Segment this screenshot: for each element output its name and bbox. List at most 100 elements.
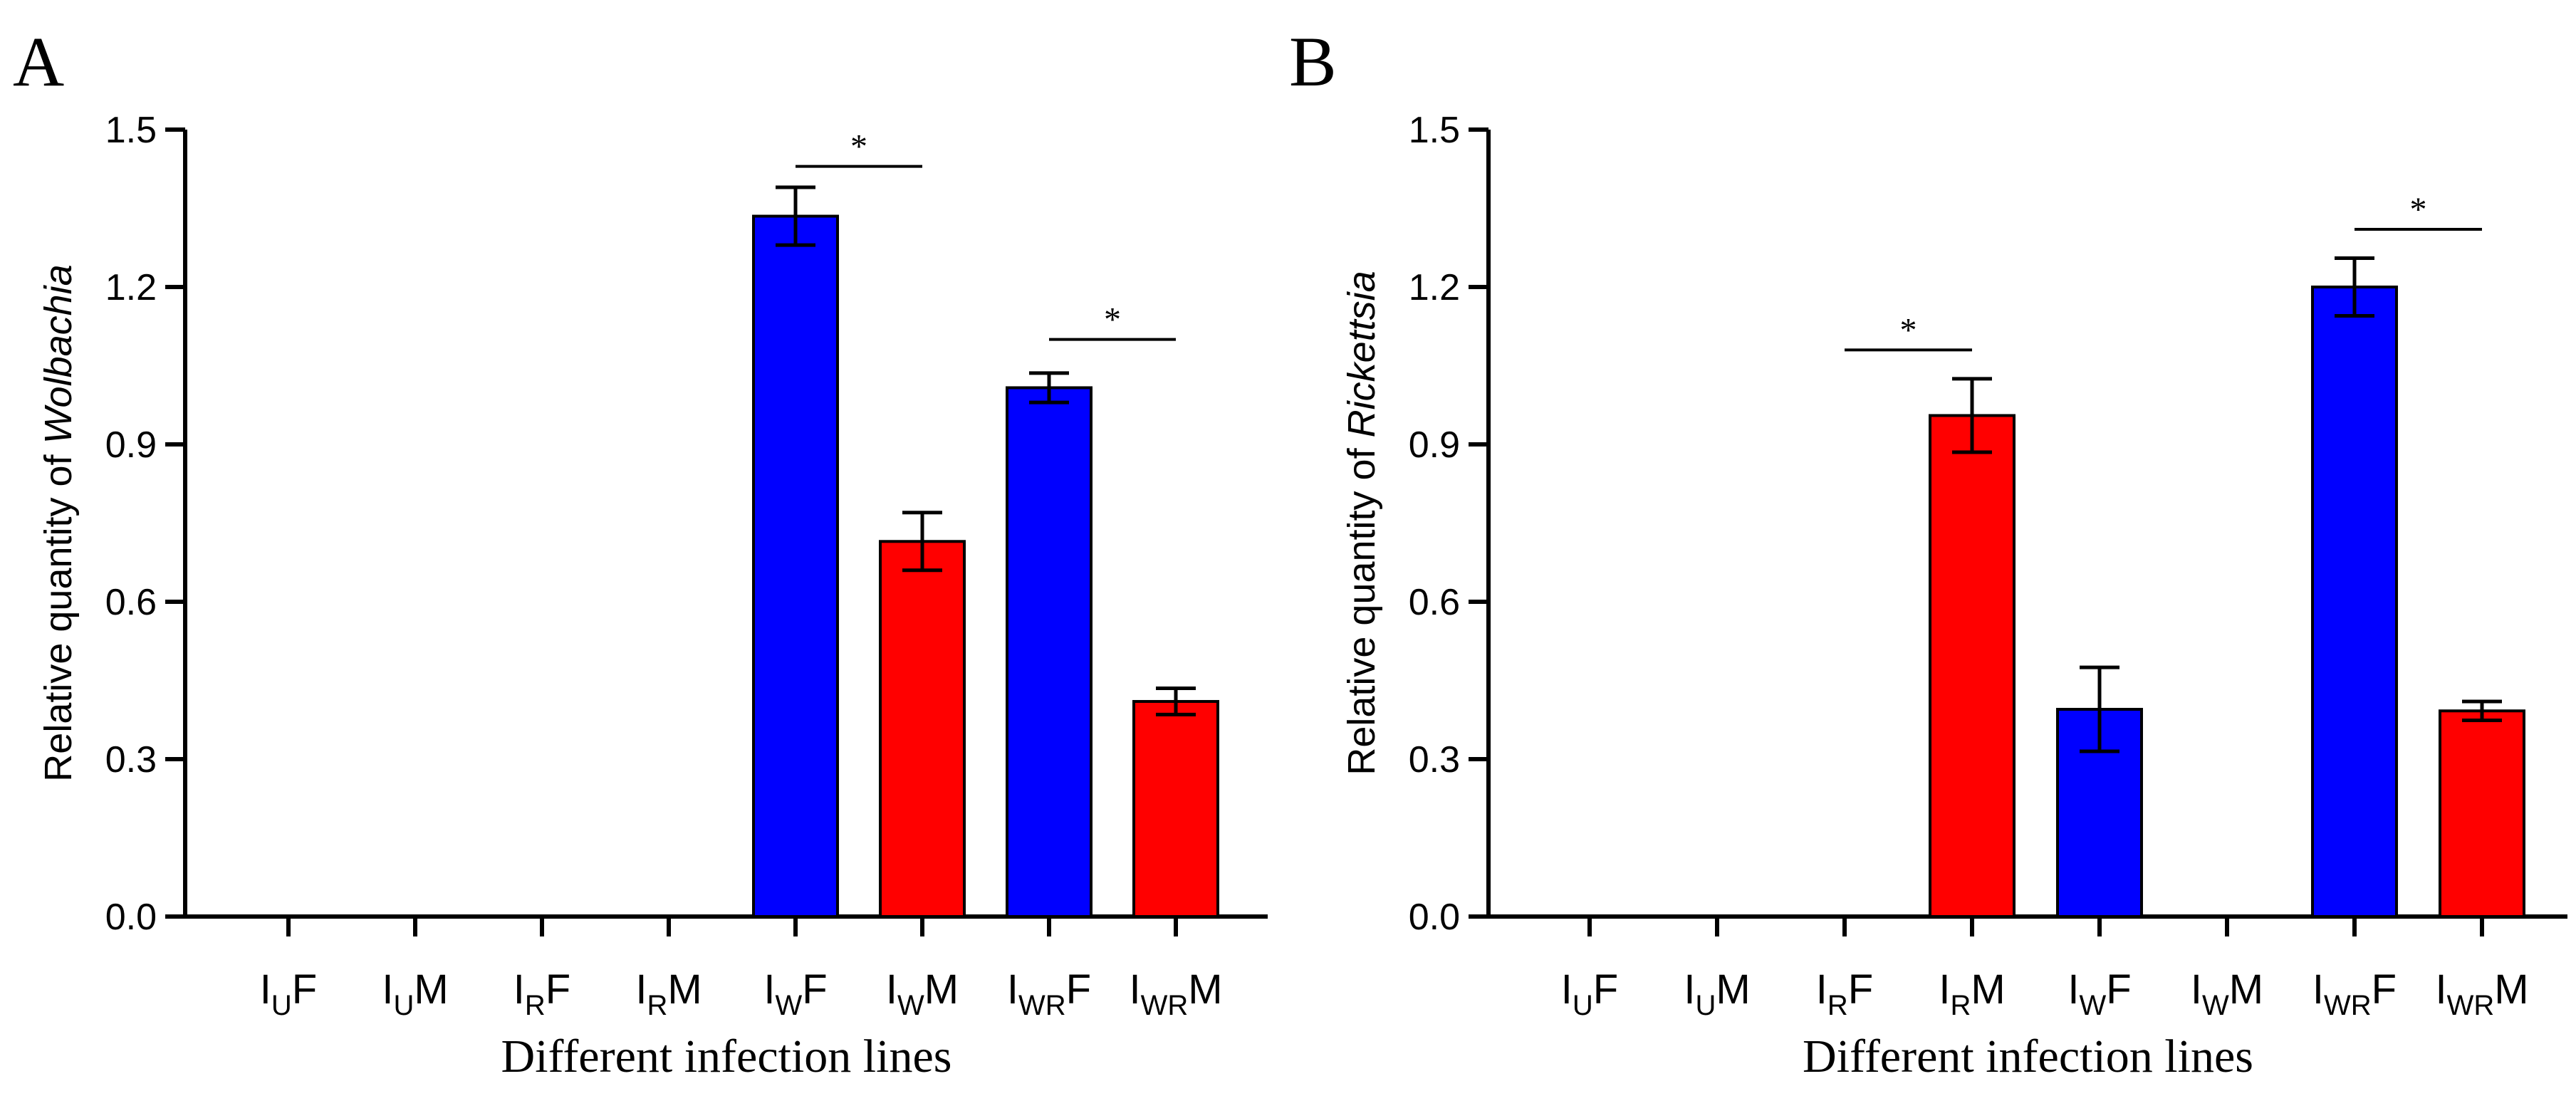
tick-base: I [382,966,393,1013]
bar [1929,414,2016,918]
tick-suffix: M [667,966,702,1013]
tick-subscript: W [2079,990,2106,1021]
tick-base: I [886,966,897,1013]
y-tick-label: 0.9 [105,424,157,466]
panel-label: A [13,22,64,101]
significance-star: * [1104,301,1121,339]
bar [879,540,966,918]
tick-subscript: WR [2324,990,2372,1021]
tick-base: I [763,966,775,1013]
tick-base: I [1129,966,1140,1013]
tick-suffix: M [1971,966,2005,1013]
x-tick-label: IWRM [1129,966,1222,1021]
tick-subscript: W [2202,990,2229,1021]
tick-suffix: M [2494,966,2528,1013]
tick-suffix: M [414,966,448,1013]
panel-label: B [1289,22,1337,101]
tick-subscript: U [271,990,292,1021]
tick-subscript: R [1950,990,1971,1021]
x-tick-label: IUM [1684,966,1750,1021]
bar [1132,699,1219,918]
tick-suffix: F [292,966,317,1013]
tick-suffix: F [546,966,570,1013]
tick-suffix: M [1188,966,1222,1013]
y-tick-label: 0.3 [105,739,157,781]
tick-base: I [260,966,271,1013]
x-tick-label: IWRF [2312,966,2397,1021]
tick-base: I [2435,966,2446,1013]
tick-base: I [1939,966,1950,1013]
tick-suffix: F [1066,966,1091,1013]
bar [752,214,839,918]
tick-subscript: U [393,990,414,1021]
tick-subscript: U [1573,990,1593,1021]
tick-subscript: R [1827,990,1848,1021]
tick-subscript: U [1695,990,1716,1021]
y-axis-title: Relative quantity of Rickettsia [1340,271,1383,775]
y-axis-title-prefix: Relative quantity of [1340,437,1383,775]
x-axis-title: Different infection lines [501,1030,952,1082]
tick-base: I [513,966,525,1013]
x-tick-label: IRM [1939,966,2005,1021]
tick-base: I [1007,966,1018,1013]
bar [1006,386,1093,918]
tick-suffix: F [1848,966,1873,1013]
tick-subscript: WR [2447,990,2495,1021]
x-tick-label: IWM [2191,966,2263,1021]
tick-suffix: M [924,966,959,1013]
tick-base: I [1561,966,1573,1013]
tick-base: I [2067,966,2079,1013]
bar [2311,286,2398,918]
x-tick-label: IWF [2067,966,2131,1021]
y-tick-label: 0.0 [105,897,157,938]
y-tick-label: 0.6 [105,582,157,623]
tick-suffix: F [1593,966,1618,1013]
x-tick-label: IWF [763,966,827,1021]
x-tick-label: IWRM [2435,966,2528,1021]
x-tick-label: IWRF [1007,966,1091,1021]
tick-base: I [2312,966,2324,1013]
x-tick-label: IRF [513,966,570,1021]
tick-suffix: M [1716,966,1750,1013]
y-tick-label: 0.9 [1409,424,1460,466]
tick-suffix: F [2106,966,2131,1013]
tick-suffix: F [802,966,827,1013]
x-tick-label: IWM [886,966,959,1021]
y-tick-label: 0.0 [1409,897,1460,938]
tick-subscript: R [525,990,546,1021]
y-tick-label: 0.3 [1409,739,1460,781]
x-tick-label: IUF [260,966,317,1021]
tick-base: I [1816,966,1827,1013]
significance-star: * [850,128,867,166]
bar [2439,709,2525,919]
x-tick-label: IRM [635,966,702,1021]
tick-suffix: M [2229,966,2263,1013]
y-axis-title: Relative quantity of Wolbachia [37,264,80,781]
tick-subscript: WR [1018,990,1066,1021]
y-tick-label: 1.2 [105,267,157,308]
x-tick-label: IRF [1816,966,1873,1021]
tick-subscript: WR [1141,990,1189,1021]
tick-subscript: R [647,990,667,1021]
tick-base: I [635,966,647,1013]
x-tick-label: IUF [1561,966,1618,1021]
y-tick-label: 1.5 [1409,110,1460,151]
y-axis-title-organism: Rickettsia [1340,271,1383,437]
tick-suffix: F [2372,966,2397,1013]
significance-star: * [1900,311,1917,349]
significance-star: * [2410,191,2427,229]
x-axis-title: Different infection lines [1803,1030,2253,1082]
x-tick-label: IUM [382,966,448,1021]
y-tick-label: 0.6 [1409,582,1460,623]
tick-subscript: W [897,990,924,1021]
y-tick-label: 1.5 [105,110,157,151]
y-axis-title-prefix: Relative quantity of [37,444,80,781]
y-axis-title-organism: Wolbachia [37,264,80,444]
y-tick-label: 1.2 [1409,267,1460,308]
tick-subscript: W [775,990,802,1021]
tick-base: I [2191,966,2202,1013]
tick-base: I [1684,966,1695,1013]
